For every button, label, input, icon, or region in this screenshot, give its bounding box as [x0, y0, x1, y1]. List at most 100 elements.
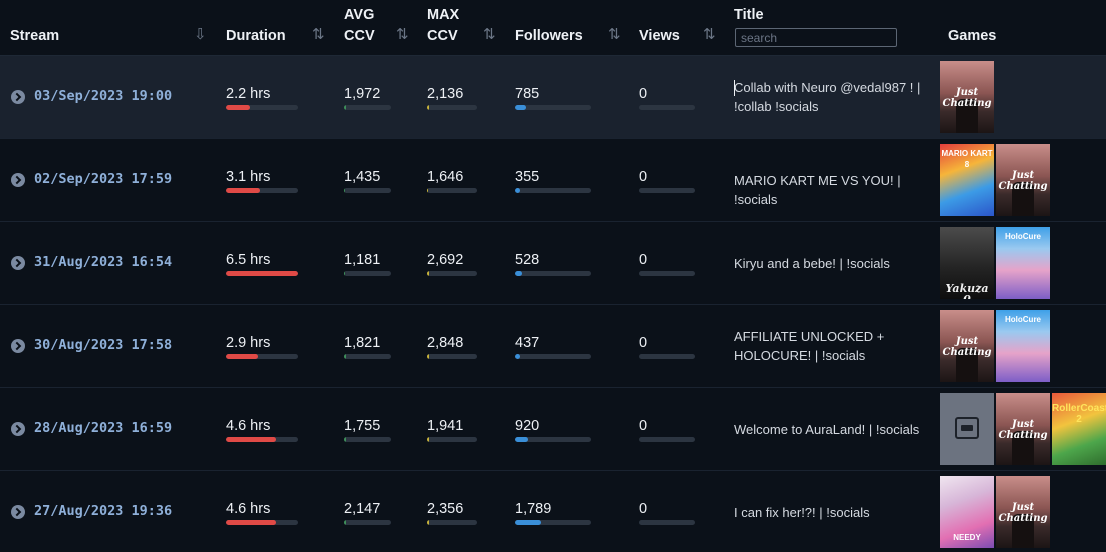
table-row[interactable]: 30/Aug/2023 17:58 2.9 hrs 1,821 2,848 43… [0, 305, 1106, 388]
games-list: Just Chatting HoloCure [940, 310, 1050, 382]
stream-title: Kiryu and a bebe! | !socials [734, 256, 890, 271]
game-thumbnail[interactable]: Just Chatting [940, 61, 994, 133]
game-thumbnail[interactable]: NEEDY [940, 476, 994, 548]
games-list: Just Chatting [940, 61, 994, 133]
text-cursor [734, 80, 735, 96]
views-bar [639, 520, 695, 525]
max-ccv-bar [427, 105, 477, 110]
stream-title: I can fix her!?! | !socials [734, 505, 870, 520]
table-row[interactable]: 31/Aug/2023 16:54 6.5 hrs 1,181 2,692 52… [0, 222, 1106, 305]
game-thumbnail-label: Just Chatting [998, 502, 1048, 524]
title-search-input[interactable] [735, 28, 897, 47]
max-ccv-bar [427, 354, 477, 359]
max-ccv-value: 2,692 [427, 252, 464, 268]
expand-chevron-icon[interactable] [11, 505, 25, 519]
stream-date[interactable]: 02/Sep/2023 17:59 [34, 171, 173, 187]
table-row[interactable]: 02/Sep/2023 17:59 3.1 hrs 1,435 1,646 35… [0, 139, 1106, 222]
avg-ccv-bar [344, 437, 391, 442]
followers-value: 528 [515, 252, 540, 268]
max-ccv-bar [427, 188, 477, 193]
views-value: 0 [639, 335, 648, 351]
expand-chevron-icon[interactable] [11, 90, 25, 104]
game-thumbnail-label: RollerCoaster 2 [1052, 403, 1106, 425]
max-ccv-bar [427, 271, 477, 276]
expand-chevron-icon[interactable] [11, 173, 25, 187]
followers-value: 920 [515, 418, 540, 434]
game-thumbnail[interactable]: Yakuza 0 [940, 227, 994, 299]
game-thumbnail[interactable]: Just Chatting [996, 476, 1050, 548]
duration-bar [226, 105, 298, 110]
max-ccv-value: 2,356 [427, 501, 464, 517]
sort-arrows-icon[interactable]: ⇅ [483, 26, 496, 43]
views-bar [639, 188, 695, 193]
avg-ccv-value: 1,972 [344, 86, 381, 102]
games-list: NEEDY Just Chatting [940, 476, 1050, 548]
expand-chevron-icon[interactable] [11, 422, 25, 436]
duration-value: 6.5 hrs [226, 252, 271, 268]
duration-value: 2.9 hrs [226, 335, 271, 351]
sort-desc-icon[interactable]: ⇩ [194, 26, 207, 43]
game-thumbnail-label: HoloCure [1005, 315, 1041, 324]
table-row[interactable]: 03/Sep/2023 19:00 2.2 hrs 1,972 2,136 78… [0, 56, 1106, 139]
game-thumbnail[interactable] [940, 393, 994, 465]
col-duration[interactable]: Duration [226, 28, 286, 44]
game-thumbnail[interactable]: Just Chatting [996, 393, 1050, 465]
games-list: MARIO KART 8 Just Chatting [940, 144, 1050, 216]
avg-ccv-value: 1,755 [344, 418, 381, 434]
duration-bar [226, 520, 298, 525]
views-bar [639, 105, 695, 110]
game-thumbnail[interactable]: MARIO KART 8 [940, 144, 994, 216]
avg-ccv-bar [344, 271, 391, 276]
col-avg-ccv-line1[interactable]: AVG [344, 7, 375, 23]
stream-date[interactable]: 27/Aug/2023 19:36 [34, 503, 173, 519]
stream-date[interactable]: 31/Aug/2023 16:54 [34, 254, 173, 270]
duration-value: 4.6 hrs [226, 501, 271, 517]
stream-date[interactable]: 28/Aug/2023 16:59 [34, 420, 173, 436]
col-max-ccv-line1[interactable]: MAX [427, 7, 460, 23]
expand-chevron-icon[interactable] [11, 339, 25, 353]
followers-value: 1,789 [515, 501, 552, 517]
sort-arrows-icon[interactable]: ⇅ [312, 26, 325, 43]
game-thumbnail-label: Just Chatting [942, 87, 992, 109]
table-row[interactable]: 27/Aug/2023 19:36 4.6 hrs 2,147 2,356 1,… [0, 471, 1106, 552]
col-avg-ccv-line2[interactable]: CCV [344, 28, 375, 44]
col-stream[interactable]: Stream [10, 28, 60, 44]
avg-ccv-bar [344, 520, 391, 525]
game-thumbnail-label: HoloCure [1005, 232, 1041, 241]
stream-date[interactable]: 30/Aug/2023 17:58 [34, 337, 173, 353]
stream-title: Collab with Neuro @vedal987 ! | !collab … [734, 80, 921, 114]
gamepad-icon [955, 417, 979, 439]
game-thumbnail[interactable]: RollerCoaster 2 [1052, 393, 1106, 465]
views-value: 0 [639, 418, 648, 434]
col-followers[interactable]: Followers [515, 28, 583, 44]
table-row[interactable]: 28/Aug/2023 16:59 4.6 hrs 1,755 1,941 92… [0, 388, 1106, 471]
stream-title: AFFILIATE UNLOCKED + HOLOCURE! | !social… [734, 329, 885, 363]
views-value: 0 [639, 501, 648, 517]
game-thumbnail[interactable]: HoloCure [996, 310, 1050, 382]
game-thumbnail[interactable]: Just Chatting [996, 144, 1050, 216]
max-ccv-value: 1,941 [427, 418, 464, 434]
game-thumbnail[interactable]: Just Chatting [940, 310, 994, 382]
duration-value: 3.1 hrs [226, 169, 271, 185]
game-thumbnail-label: Yakuza 0 [945, 282, 989, 299]
sort-arrows-icon[interactable]: ⇅ [608, 26, 621, 43]
game-thumbnail-label: NEEDY [953, 533, 981, 542]
expand-chevron-icon[interactable] [11, 256, 25, 270]
col-max-ccv-line2[interactable]: CCV [427, 28, 458, 44]
game-thumbnail-label: Just Chatting [998, 419, 1048, 441]
followers-bar [515, 105, 591, 110]
avg-ccv-bar [344, 105, 391, 110]
followers-bar [515, 271, 591, 276]
stream-date[interactable]: 03/Sep/2023 19:00 [34, 88, 173, 104]
max-ccv-bar [427, 520, 477, 525]
sort-arrows-icon[interactable]: ⇅ [396, 26, 409, 43]
game-thumbnail[interactable]: HoloCure [996, 227, 1050, 299]
followers-bar [515, 437, 591, 442]
avg-ccv-value: 1,435 [344, 169, 381, 185]
avg-ccv-value: 1,181 [344, 252, 381, 268]
col-views[interactable]: Views [639, 28, 680, 44]
sort-arrows-icon[interactable]: ⇅ [703, 26, 716, 43]
duration-bar [226, 271, 298, 276]
followers-bar [515, 354, 591, 359]
game-thumbnail-label: MARIO KART 8 [941, 149, 993, 169]
